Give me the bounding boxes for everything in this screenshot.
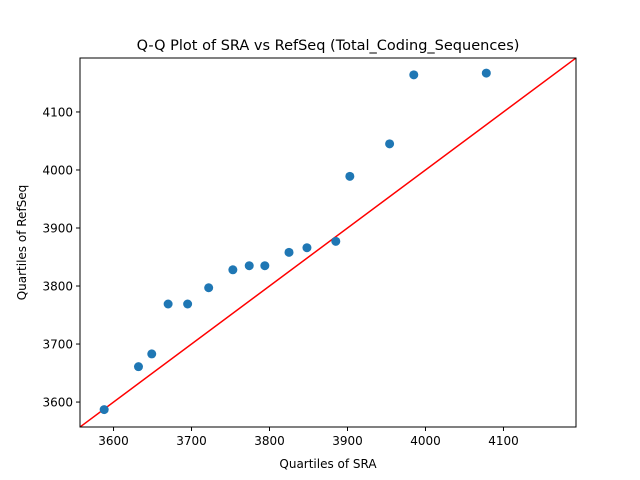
data-point (409, 70, 419, 80)
x-tick-label: 4100 (488, 434, 519, 448)
y-axis-label: Quartiles of RefSeq (15, 185, 29, 301)
y-axis-ticks: 3600 3700 3800 3900 4000 4100 (42, 105, 80, 410)
y-tick-label: 3700 (42, 338, 73, 352)
data-point (244, 261, 254, 271)
data-point (284, 247, 294, 257)
x-tick-label: 3600 (98, 434, 129, 448)
y-tick-label: 3600 (42, 396, 73, 410)
y-tick-label: 3800 (42, 280, 73, 294)
data-point (345, 171, 355, 181)
x-tick-label: 3700 (176, 434, 207, 448)
data-point (331, 236, 341, 246)
data-point (183, 299, 193, 309)
data-points-layer (99, 68, 491, 415)
x-axis-ticks: 3600 3700 3800 3900 4000 4100 (98, 427, 519, 448)
data-point (147, 349, 157, 359)
data-point (302, 243, 312, 253)
x-tick-label: 3800 (254, 434, 285, 448)
data-point (228, 265, 238, 275)
y-tick-label: 4000 (42, 163, 73, 177)
reference-line (80, 58, 576, 427)
y-tick-label: 4100 (42, 105, 73, 119)
x-tick-label: 4000 (410, 434, 441, 448)
plot-frame (79, 57, 577, 428)
x-tick-label: 3900 (332, 434, 363, 448)
data-point (99, 405, 109, 415)
reference-line-layer (80, 58, 576, 427)
data-point (385, 139, 395, 149)
data-point (163, 299, 173, 309)
data-point (260, 261, 270, 271)
data-point (481, 68, 491, 78)
data-point (133, 362, 143, 372)
y-tick-label: 3900 (42, 221, 73, 235)
chart-title: Q-Q Plot of SRA vs RefSeq (Total_Coding_… (137, 38, 520, 54)
x-axis-label: Quartiles of SRA (279, 457, 377, 471)
data-point (204, 283, 214, 293)
